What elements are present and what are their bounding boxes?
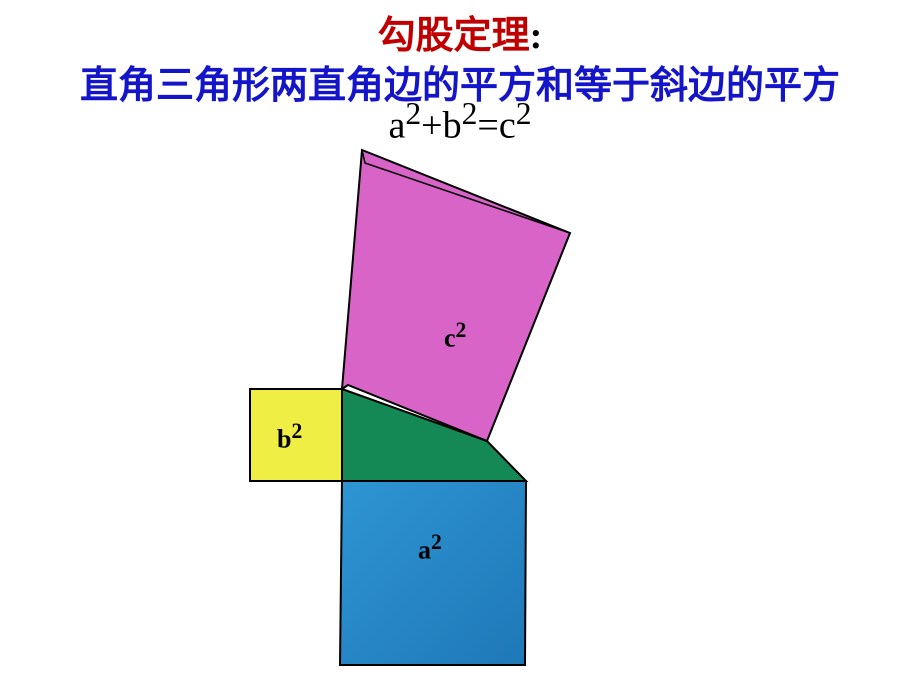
label-a: a2: [418, 530, 442, 566]
square-a: [340, 481, 526, 665]
label-b: b2: [277, 419, 302, 455]
label-c: c2: [444, 318, 466, 354]
